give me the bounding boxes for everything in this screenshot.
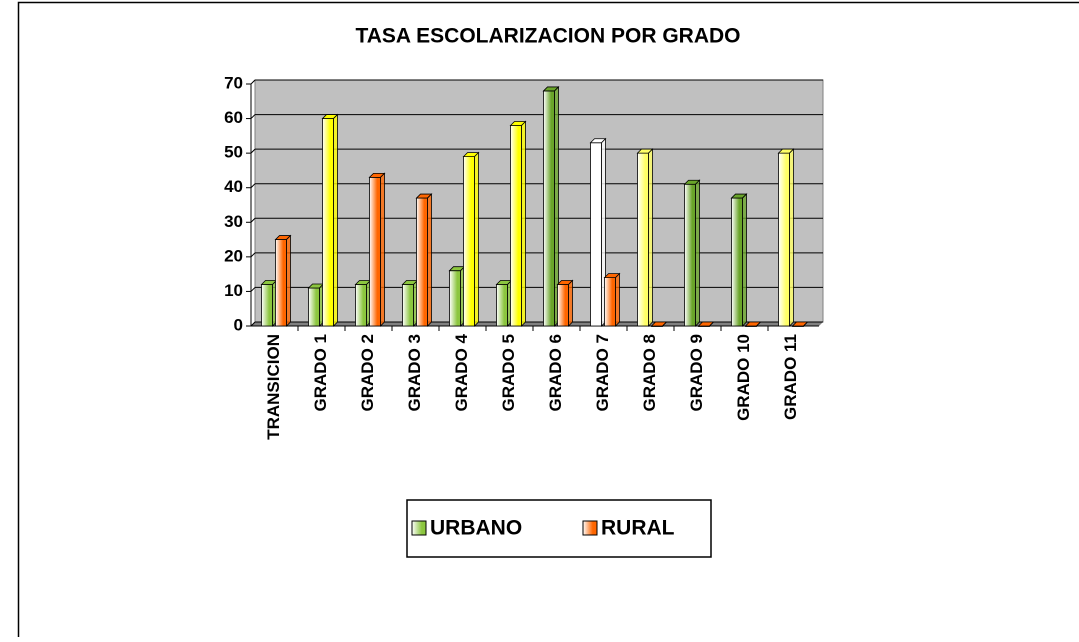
bar xyxy=(591,139,606,326)
bar-side xyxy=(616,274,620,326)
bar xyxy=(732,194,747,326)
bar-front xyxy=(511,125,522,326)
x-tick-label: GRADO 6 xyxy=(546,334,565,411)
bar-front xyxy=(779,153,790,326)
x-tick-label: GRADO 5 xyxy=(499,334,518,411)
bar-side xyxy=(522,121,526,326)
bar-front xyxy=(464,157,475,326)
bar xyxy=(417,194,432,326)
bar xyxy=(450,267,465,326)
legend-swatch xyxy=(412,521,426,535)
x-tick-label: TRANSICION xyxy=(264,334,283,440)
x-tick-label: GRADO 11 xyxy=(781,334,800,420)
bar xyxy=(276,236,291,326)
bar xyxy=(497,281,512,326)
bar-side xyxy=(475,153,479,326)
legend-label: RURAL xyxy=(601,517,675,540)
y-tick-label: 70 xyxy=(224,73,243,92)
bar xyxy=(544,87,559,326)
bar xyxy=(558,281,573,326)
bar-side xyxy=(743,194,747,326)
bar-front xyxy=(276,240,287,326)
y-tick-label: 50 xyxy=(224,143,243,162)
y-tick-label: 20 xyxy=(224,246,243,265)
bar xyxy=(262,281,277,326)
y-tick-label: 30 xyxy=(224,212,243,231)
bar xyxy=(779,149,794,326)
x-tick-label: GRADO 2 xyxy=(358,334,377,411)
bar-front xyxy=(262,285,273,326)
bar-side xyxy=(334,115,338,326)
bar-front xyxy=(323,119,334,326)
bar xyxy=(370,173,385,326)
bar xyxy=(511,121,526,326)
bar xyxy=(309,284,324,326)
x-tick-label: GRADO 1 xyxy=(311,334,330,411)
x-tick-label: GRADO 10 xyxy=(734,334,753,421)
x-tick-label: GRADO 9 xyxy=(687,334,706,411)
bar xyxy=(605,274,620,326)
bar-front xyxy=(605,278,616,326)
bar-front xyxy=(732,198,743,326)
bar-front xyxy=(417,198,428,326)
bar xyxy=(685,180,700,326)
legend-swatch xyxy=(583,521,597,535)
bar-front xyxy=(370,177,381,326)
bar xyxy=(356,281,371,326)
bar-front xyxy=(591,143,602,326)
y-tick-label: 0 xyxy=(234,315,243,334)
bar xyxy=(403,281,418,326)
bar-side xyxy=(649,149,653,326)
bar xyxy=(638,149,653,326)
legend-label: URBANO xyxy=(430,517,522,540)
bar-front xyxy=(638,153,649,326)
bar-side xyxy=(696,180,700,326)
bar-side xyxy=(381,173,385,326)
x-tick-label: GRADO 8 xyxy=(640,334,659,411)
bar-front xyxy=(356,285,367,326)
bar-side xyxy=(287,236,291,326)
x-tick-label: GRADO 3 xyxy=(405,334,424,411)
bar-front xyxy=(403,285,414,326)
bar-front xyxy=(558,285,569,326)
bar-side xyxy=(790,149,794,326)
chart-title: TASA ESCOLARIZACION POR GRADO xyxy=(355,25,740,48)
y-tick-label: 10 xyxy=(224,281,243,300)
bar xyxy=(323,115,338,326)
y-tick-label: 60 xyxy=(224,108,243,127)
x-tick-label: GRADO 4 xyxy=(452,333,471,411)
bar-front xyxy=(544,91,555,326)
bar-front xyxy=(309,288,320,326)
x-tick-label: GRADO 7 xyxy=(593,334,612,411)
bar-front xyxy=(685,184,696,326)
y-tick-label: 40 xyxy=(224,177,243,196)
bar-side xyxy=(428,194,432,326)
bar xyxy=(464,153,479,326)
bar-front xyxy=(450,271,461,326)
bar-front xyxy=(497,285,508,326)
bar-side xyxy=(569,281,573,326)
